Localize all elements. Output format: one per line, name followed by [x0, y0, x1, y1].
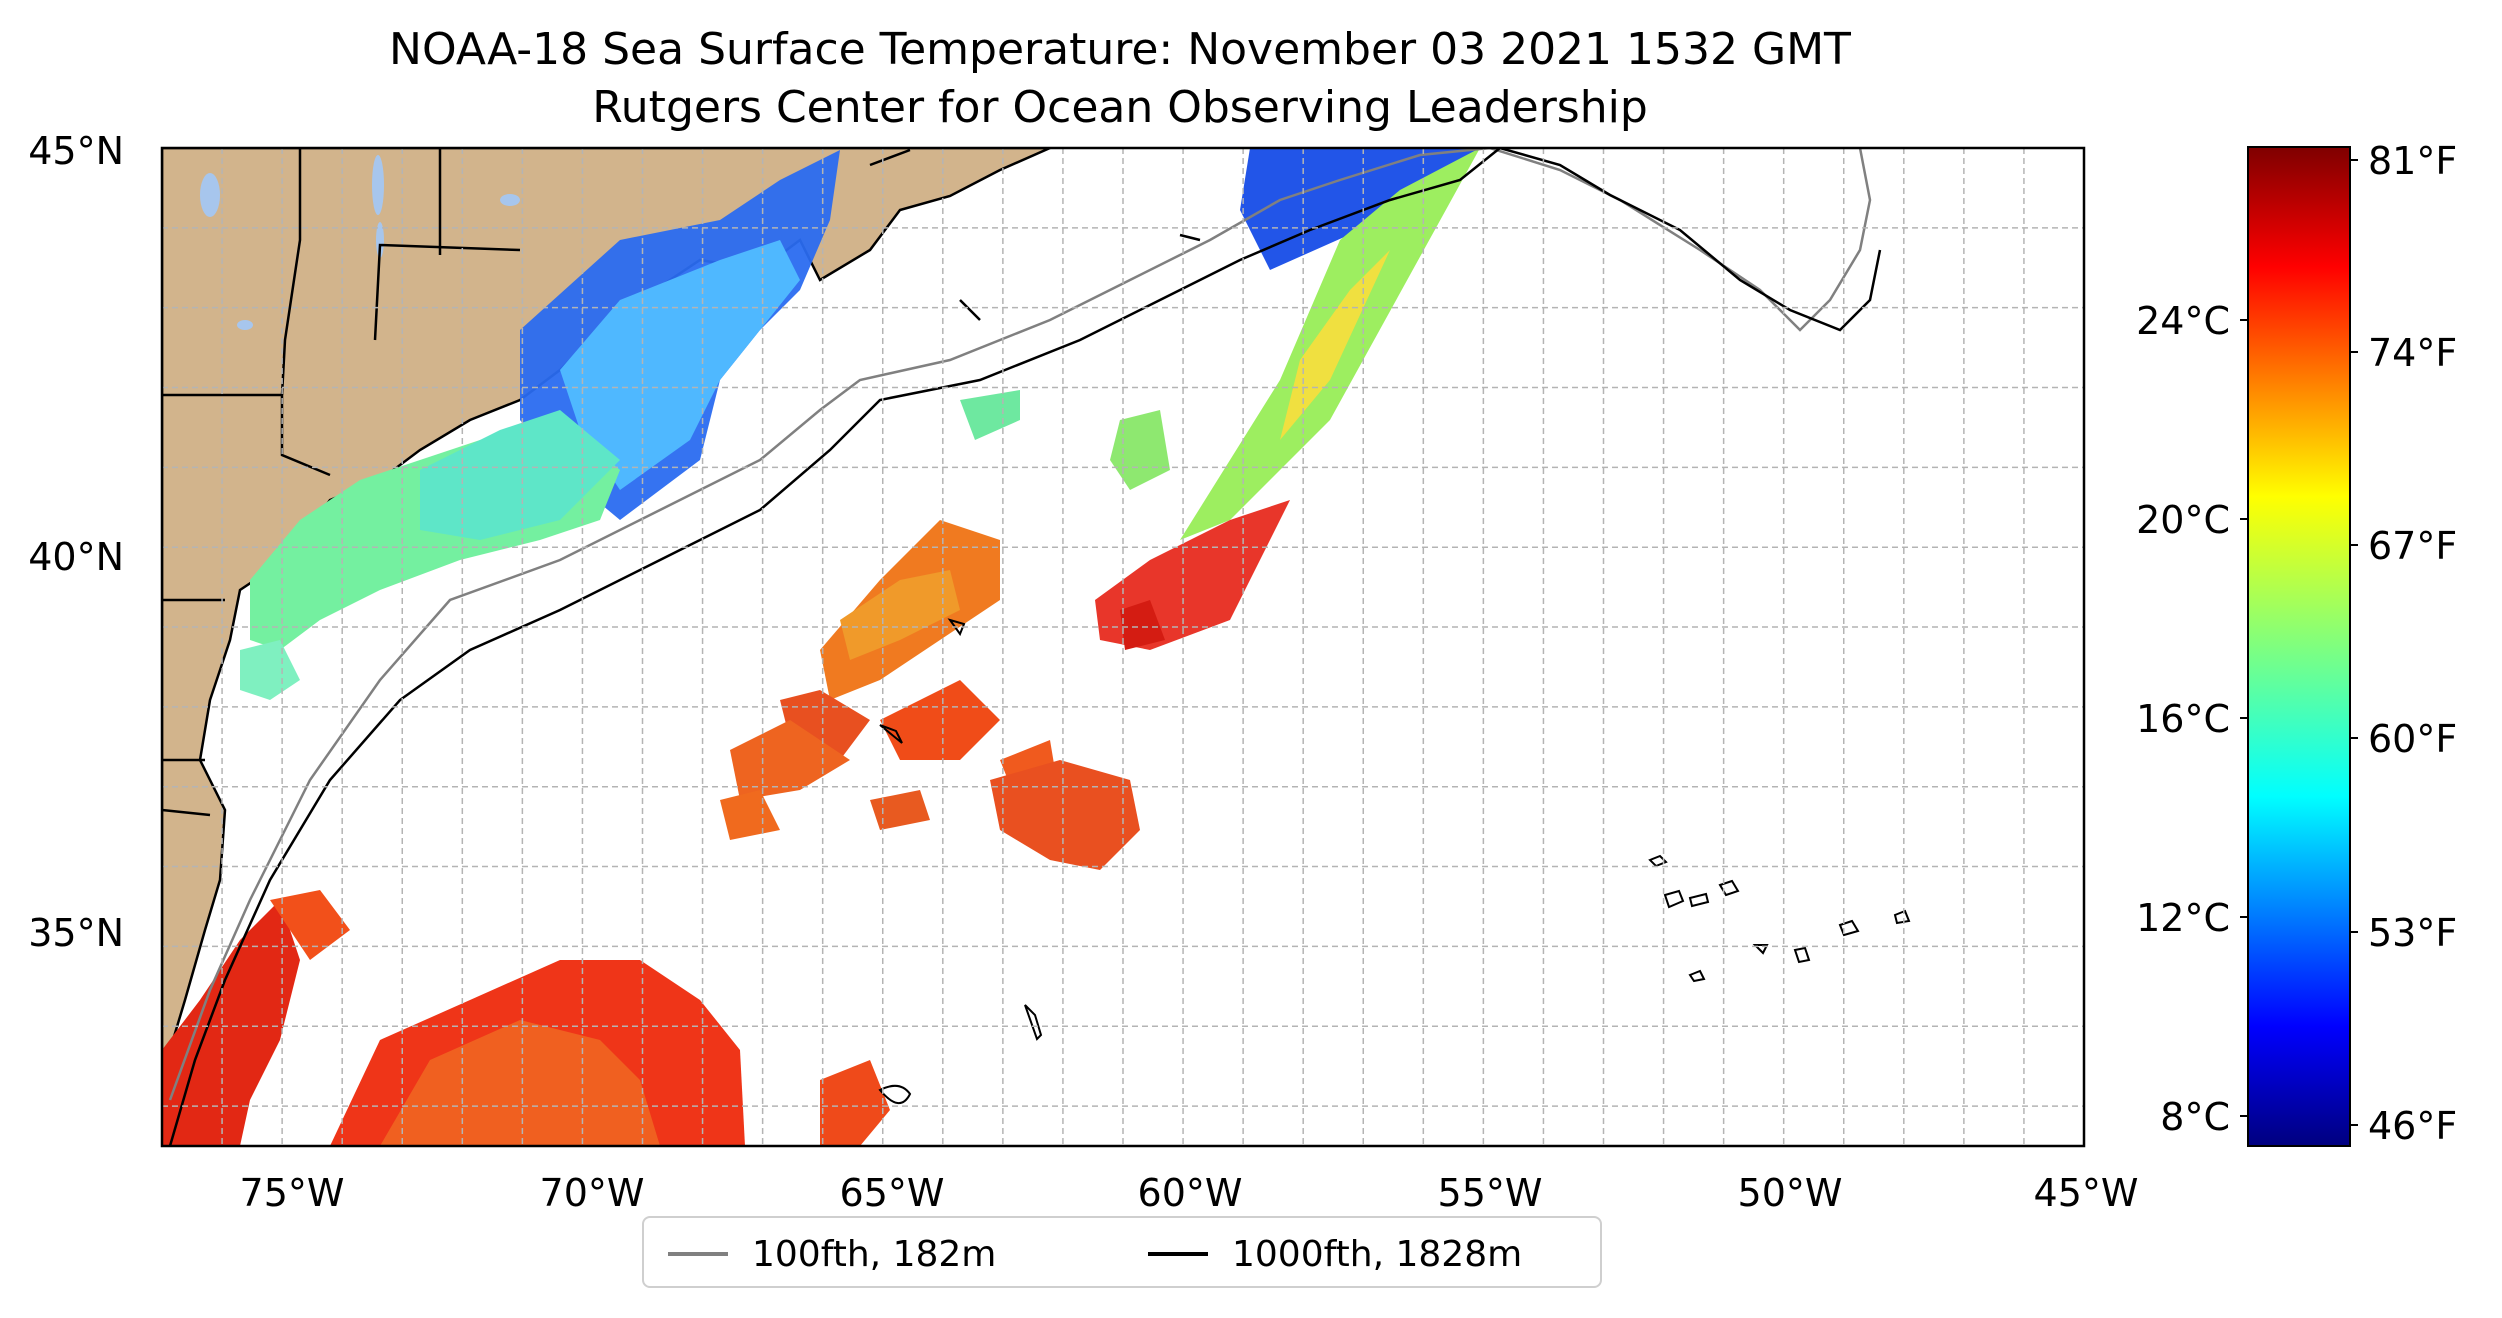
- legend-label-1000fth: 1000fth, 1828m: [1232, 1233, 1523, 1275]
- lat-tick-labels: 45°N 40°N 35°N: [28, 129, 124, 955]
- lon-tick-labels: 75°W 70°W 65°W 60°W 55°W 50°W 45°W: [240, 1171, 2139, 1215]
- lon-tick-55w: 55°W: [1438, 1171, 1543, 1215]
- land-area: [162, 148, 1051, 1081]
- legend-label-100fth: 100fth, 182m: [752, 1233, 997, 1275]
- lon-tick-70w: 70°W: [540, 1171, 645, 1215]
- lat-tick-45n: 45°N: [28, 129, 124, 173]
- lon-tick-75w: 75°W: [240, 1171, 345, 1215]
- lon-tick-60w: 60°W: [1138, 1171, 1243, 1215]
- isobath-1000fth: [168, 148, 1882, 1146]
- legend-item-1000fth: 1000fth, 1828m: [1148, 1230, 1522, 1278]
- lon-tick-50w: 50°W: [1738, 1171, 1843, 1215]
- graticule: [162, 148, 2084, 1146]
- lon-tick-65w: 65°W: [840, 1171, 945, 1215]
- map-content: [162, 148, 2084, 1146]
- cbar-f-60: 60°F: [2368, 717, 2457, 761]
- cbar-c-24: 24°C: [2136, 299, 2230, 343]
- cbar-c-16: 16°C: [2136, 697, 2230, 741]
- lon-tick-45w: 45°W: [2034, 1171, 2139, 1215]
- cbar-f-53: 53°F: [2368, 911, 2457, 955]
- map-title: NOAA-18 Sea Surface Temperature: Novembe…: [389, 24, 1851, 75]
- isobath-legend: 100fth, 182m 1000fth, 1828m: [642, 1216, 1602, 1288]
- legend-line-gray: [668, 1252, 728, 1256]
- colorbar: 24°C 20°C 16°C 12°C 8°C 81°F 74°F 67°F 6…: [2136, 139, 2457, 1148]
- cbar-f-67: 67°F: [2368, 524, 2457, 568]
- colorbar-gradient: [2247, 146, 2351, 1147]
- legend-line-black: [1148, 1252, 1208, 1256]
- legend-item-100fth: 100fth, 182m: [668, 1230, 996, 1278]
- lat-tick-35n: 35°N: [28, 911, 124, 955]
- cbar-c-8: 8°C: [2160, 1095, 2230, 1139]
- cbar-f-46: 46°F: [2368, 1104, 2457, 1148]
- cbar-c-12: 12°C: [2136, 896, 2230, 940]
- cbar-f-74: 74°F: [2368, 331, 2457, 375]
- map-subtitle: Rutgers Center for Ocean Observing Leade…: [592, 82, 1648, 133]
- cbar-f-81: 81°F: [2368, 139, 2457, 183]
- coastline-islands: [869, 148, 1201, 321]
- seamount-contours: [878, 618, 1911, 1104]
- cbar-c-20: 20°C: [2136, 498, 2230, 542]
- map-frame: [160, 146, 2086, 1148]
- lakes: [200, 155, 520, 330]
- lat-tick-40n: 40°N: [28, 535, 124, 579]
- isobath-100fth: [168, 148, 1872, 1101]
